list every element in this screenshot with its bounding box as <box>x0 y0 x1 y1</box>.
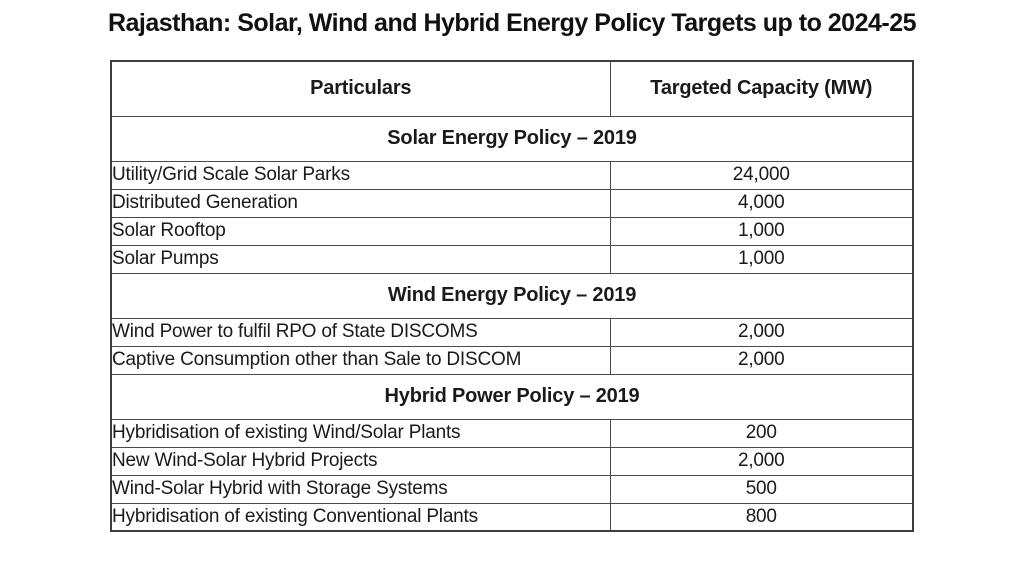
policy-targets-table: Particulars Targeted Capacity (MW) Solar… <box>110 60 914 532</box>
table-row: Hybridisation of existing Wind/Solar Pla… <box>110 418 914 448</box>
capacity-cell: 1,000 <box>609 216 914 246</box>
table-row: Wind-Solar Hybrid with Storage Systems 5… <box>110 474 914 504</box>
capacity-cell: 4,000 <box>609 188 914 218</box>
capacity-cell: 2,000 <box>609 345 914 375</box>
section-header-hybrid: Hybrid Power Policy – 2019 <box>110 373 914 420</box>
table-row: New Wind-Solar Hybrid Projects 2,000 <box>110 446 914 476</box>
capacity-cell: 1,000 <box>609 244 914 274</box>
page-title: Rajasthan: Solar, Wind and Hybrid Energy… <box>107 9 917 37</box>
section-title: Solar Energy Policy – 2019 <box>110 115 914 162</box>
table-row: Hybridisation of existing Conventional P… <box>110 502 914 532</box>
particular-cell: Utility/Grid Scale Solar Parks <box>110 160 611 190</box>
table-header-row: Particulars Targeted Capacity (MW) <box>110 60 914 117</box>
particular-cell: Hybridisation of existing Wind/Solar Pla… <box>110 418 611 448</box>
particular-cell: Solar Pumps <box>110 244 611 274</box>
particular-cell: Distributed Generation <box>110 188 611 218</box>
section-title: Wind Energy Policy – 2019 <box>110 272 914 319</box>
section-header-solar: Solar Energy Policy – 2019 <box>110 115 914 162</box>
capacity-cell: 200 <box>609 418 914 448</box>
table-row: Captive Consumption other than Sale to D… <box>110 345 914 375</box>
capacity-cell: 500 <box>609 474 914 504</box>
table-row: Solar Rooftop 1,000 <box>110 216 914 246</box>
particular-cell: Wind Power to fulfil RPO of State DISCOM… <box>110 317 611 347</box>
particular-cell: Wind-Solar Hybrid with Storage Systems <box>110 474 611 504</box>
capacity-cell: 2,000 <box>609 446 914 476</box>
section-header-wind: Wind Energy Policy – 2019 <box>110 272 914 319</box>
table-row: Solar Pumps 1,000 <box>110 244 914 274</box>
table-row: Utility/Grid Scale Solar Parks 24,000 <box>110 160 914 190</box>
capacity-cell: 2,000 <box>609 317 914 347</box>
column-header-capacity: Targeted Capacity (MW) <box>609 60 914 117</box>
table-row: Wind Power to fulfil RPO of State DISCOM… <box>110 317 914 347</box>
column-header-particulars: Particulars <box>110 60 611 117</box>
particular-cell: Hybridisation of existing Conventional P… <box>110 502 611 532</box>
section-title: Hybrid Power Policy – 2019 <box>110 373 914 420</box>
table-row: Distributed Generation 4,000 <box>110 188 914 218</box>
particular-cell: New Wind-Solar Hybrid Projects <box>110 446 611 476</box>
capacity-cell: 24,000 <box>609 160 914 190</box>
particular-cell: Captive Consumption other than Sale to D… <box>110 345 611 375</box>
particular-cell: Solar Rooftop <box>110 216 611 246</box>
capacity-cell: 800 <box>609 502 914 532</box>
